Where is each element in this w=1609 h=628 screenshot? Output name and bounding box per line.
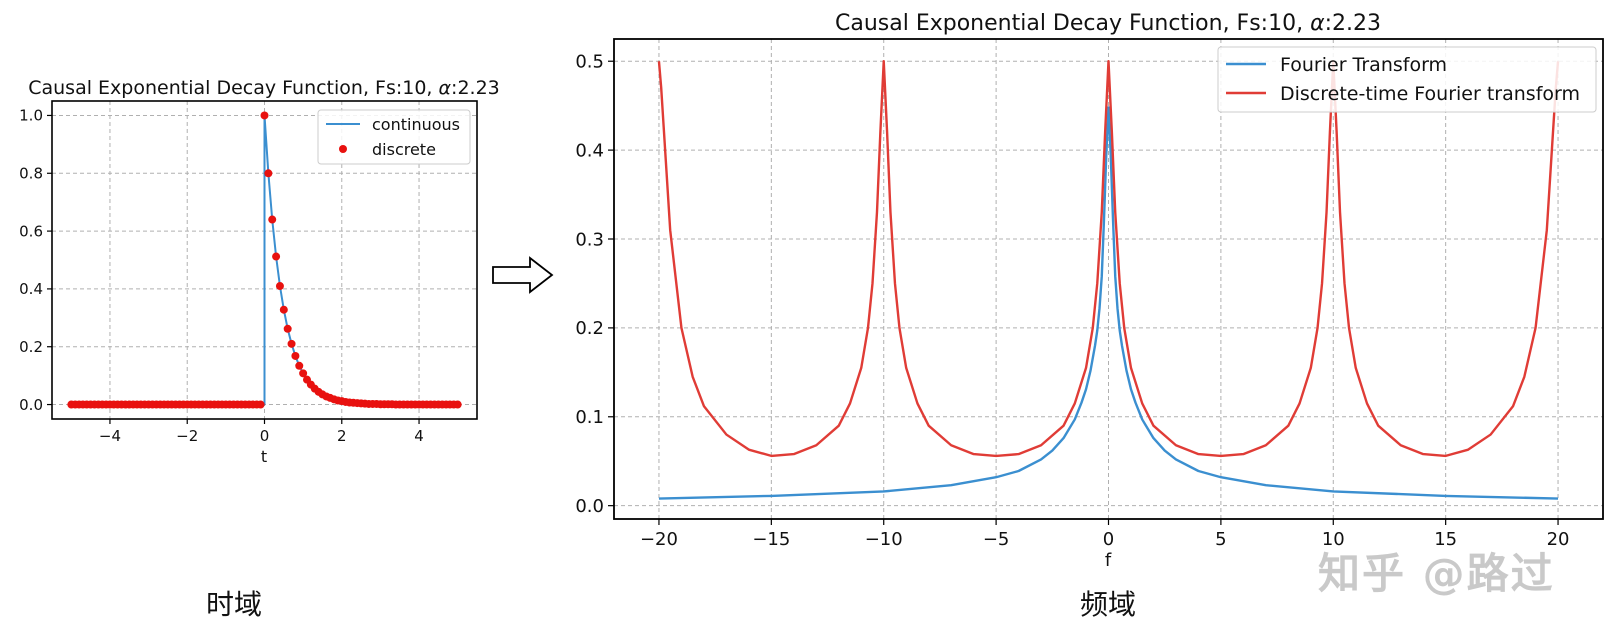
- frequency-domain-ytick-label: 0.3: [575, 229, 604, 250]
- frequency-domain-xtick-label: −10: [865, 529, 903, 550]
- time-domain-point-discrete: [260, 111, 269, 120]
- time-domain-point-discrete: [299, 369, 308, 378]
- time-domain-ticks: −4 −2 0 2 4 0.0 0.2 0.4 0.6 0.8 1.0: [19, 107, 424, 445]
- time-domain-point-discrete: [453, 400, 462, 409]
- frequency-domain-ytick-label: 0.4: [575, 140, 604, 161]
- frequency-domain-xtick-label: 5: [1215, 529, 1226, 550]
- frequency-domain-legend: Fourier Transform Discrete-time Fourier …: [1217, 46, 1597, 113]
- time-domain-xtick-label: 4: [414, 427, 424, 445]
- frequency-domain-xlabel: f: [1105, 550, 1112, 571]
- legend-label-dtft: Discrete-time Fourier transform: [1280, 83, 1580, 105]
- time-domain-caption: 时域: [206, 588, 263, 621]
- frequency-domain-grid: [614, 39, 1603, 519]
- frequency-domain-line-discrete-time-fourier-transform: [657, 60, 1560, 458]
- frequency-domain-xtick-label: −15: [752, 529, 790, 550]
- time-domain-ytick-label: 0.4: [19, 280, 43, 298]
- time-domain-chart-title: Causal Exponential Decay Function, Fs:10…: [28, 77, 500, 99]
- time-domain-legend: continuous discrete: [317, 109, 471, 165]
- time-domain-ytick-label: 0.2: [19, 338, 43, 356]
- frequency-domain-ytick-label: 0.2: [575, 318, 604, 339]
- time-domain-point-discrete: [295, 361, 304, 370]
- legend-label-continuous: continuous: [372, 115, 460, 134]
- frequency-domain-xtick-label: 10: [1322, 529, 1345, 550]
- time-domain-xlabel: t: [261, 447, 267, 466]
- legend-label-fourier: Fourier Transform: [1280, 54, 1447, 76]
- transform-arrow-icon: [492, 256, 554, 294]
- time-domain-ytick-label: 0.6: [19, 222, 43, 240]
- time-domain-point-discrete: [275, 282, 284, 291]
- time-domain-ytick-label: 1.0: [19, 107, 43, 125]
- frequency-domain-legend-box: [1217, 46, 1597, 113]
- frequency-domain-ticks: −20 −15 −10 −5 0 5 10 15 20 0.0 0.1 0.2 0.3 0.4 0.5: [575, 52, 1569, 550]
- time-domain-point-discrete: [279, 305, 288, 314]
- frequency-domain-xtick-label: 20: [1547, 529, 1570, 550]
- legend-swatch-discrete: [339, 145, 347, 153]
- frequency-domain-ytick-label: 0.1: [575, 407, 604, 428]
- time-domain-ytick-label: 0.8: [19, 165, 43, 183]
- frequency-domain-xtick-label: 0: [1103, 529, 1114, 550]
- time-domain-point-discrete: [283, 324, 292, 333]
- frequency-domain-xtick-label: −20: [640, 529, 678, 550]
- time-domain-xtick-label: −2: [176, 427, 198, 445]
- frequency-domain-xtick-label: −5: [983, 529, 1010, 550]
- frequency-domain-xtick-label: 15: [1434, 529, 1457, 550]
- legend-label-discrete: discrete: [372, 140, 436, 159]
- time-domain-xtick-label: 2: [337, 427, 347, 445]
- time-domain-chart: Causal Exponential Decay Function, Fs:10…: [19, 77, 500, 466]
- time-domain-xtick-label: −4: [99, 427, 121, 445]
- time-domain-xtick-label: 0: [260, 427, 270, 445]
- time-domain-point-discrete: [291, 351, 300, 360]
- time-domain-series: [67, 111, 462, 409]
- watermark: 知乎 @路过: [1318, 549, 1555, 598]
- time-domain-ytick-label: 0.0: [19, 396, 43, 414]
- frequency-domain-chart: Causal Exponential Decay Function, Fs:10…: [575, 11, 1604, 571]
- time-domain-point-discrete: [264, 169, 273, 178]
- time-domain-point-discrete: [256, 400, 265, 409]
- time-domain-point-discrete: [287, 339, 296, 348]
- frequency-domain-ytick-label: 0.0: [575, 496, 604, 517]
- time-domain-point-discrete: [272, 252, 281, 261]
- frequency-domain-ytick-label: 0.5: [575, 52, 604, 73]
- frequency-domain-caption: 频域: [1080, 588, 1137, 621]
- time-domain-point-discrete: [268, 215, 277, 224]
- frequency-domain-line-fourier-transform: [658, 106, 1559, 500]
- frequency-domain-series: [657, 60, 1560, 500]
- frequency-domain-chart-title: Causal Exponential Decay Function, Fs:10…: [835, 11, 1381, 36]
